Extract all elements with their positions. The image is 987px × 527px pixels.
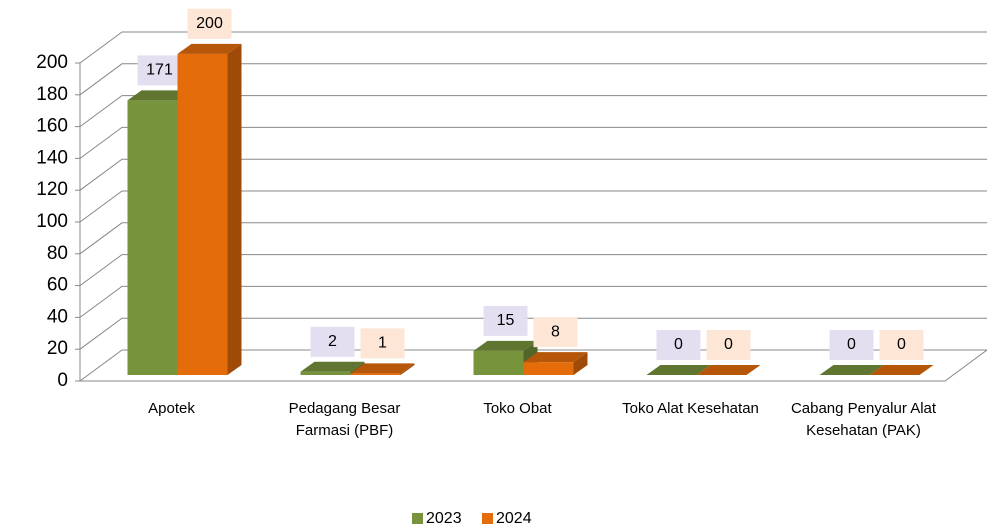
- x-tick-label: Pedagang Besar Farmasi (PBF): [288, 400, 401, 439]
- value-label-box: [360, 328, 405, 359]
- x-tick-label: Toko Obat: [483, 400, 552, 417]
- value-label-box: [483, 305, 528, 336]
- grid-line: [79, 63, 987, 96]
- bar-side: [227, 43, 242, 375]
- x-tick-label: Apotek: [148, 400, 195, 417]
- value-label: 0: [724, 336, 733, 353]
- bar: [177, 53, 228, 375]
- value-label-box: [137, 55, 182, 86]
- y-tick-label: 20: [47, 338, 68, 359]
- value-label: 0: [897, 336, 906, 353]
- grid-line: [79, 126, 987, 159]
- bar-top: [696, 365, 761, 375]
- value-label-box: [656, 330, 701, 360]
- value-label: 0: [847, 336, 856, 353]
- y-tick-label: 200: [36, 52, 68, 73]
- bar: [350, 373, 401, 375]
- grid-line: [79, 285, 987, 318]
- value-label: 2: [328, 333, 337, 350]
- bar-top: [819, 365, 884, 375]
- value-label-box: [187, 8, 232, 39]
- legend-swatch: [412, 513, 423, 524]
- grid-line: [79, 31, 987, 64]
- grid-line: [79, 158, 987, 191]
- bar: [127, 100, 178, 375]
- y-tick-label: 140: [36, 147, 68, 168]
- value-label-box: [310, 326, 355, 357]
- bar: [300, 371, 351, 375]
- y-tick-label: 100: [36, 211, 68, 232]
- legend-swatch: [482, 513, 493, 524]
- value-label: 171: [146, 62, 173, 79]
- value-label: 8: [551, 323, 560, 340]
- bar-top: [350, 363, 415, 374]
- grid-line: [79, 254, 987, 287]
- legend-label: 2023: [426, 510, 462, 527]
- y-tick-label: 160: [36, 116, 68, 137]
- grid-line: [79, 222, 987, 255]
- x-tick-label: Cabang Penyalur Alat Kesehatan (PAK): [790, 400, 937, 439]
- y-tick-label: 80: [47, 243, 68, 264]
- bar-top: [127, 90, 192, 101]
- value-label: 0: [674, 336, 683, 353]
- bar-top: [177, 43, 242, 54]
- bar-side: [400, 363, 415, 375]
- legend-label: 2024: [496, 510, 532, 527]
- bar-top: [300, 361, 365, 372]
- value-label-box: [533, 317, 578, 348]
- bar: [523, 362, 574, 375]
- bar-top: [646, 365, 711, 375]
- y-tick-label: 40: [47, 306, 68, 327]
- bar: [473, 350, 524, 375]
- value-label-box: [829, 330, 874, 360]
- value-label: 15: [497, 312, 515, 329]
- bar-side: [573, 352, 588, 375]
- x-tick-label: Toko Alat Kesehatan: [622, 400, 759, 417]
- bar-top: [869, 365, 934, 375]
- grid-line: [79, 190, 987, 223]
- value-label-box: [879, 330, 924, 360]
- y-tick-label: 60: [47, 275, 68, 296]
- grid-line: [79, 95, 987, 128]
- y-tick-label: 0: [57, 370, 68, 391]
- value-label: 200: [196, 15, 223, 32]
- y-tick-label: 180: [36, 84, 68, 105]
- bar-top: [523, 352, 588, 363]
- y-tick-label: 120: [36, 179, 68, 200]
- value-label-box: [706, 330, 751, 360]
- bar-top: [473, 340, 538, 351]
- value-label: 1: [378, 335, 387, 352]
- grid-line: [79, 317, 987, 350]
